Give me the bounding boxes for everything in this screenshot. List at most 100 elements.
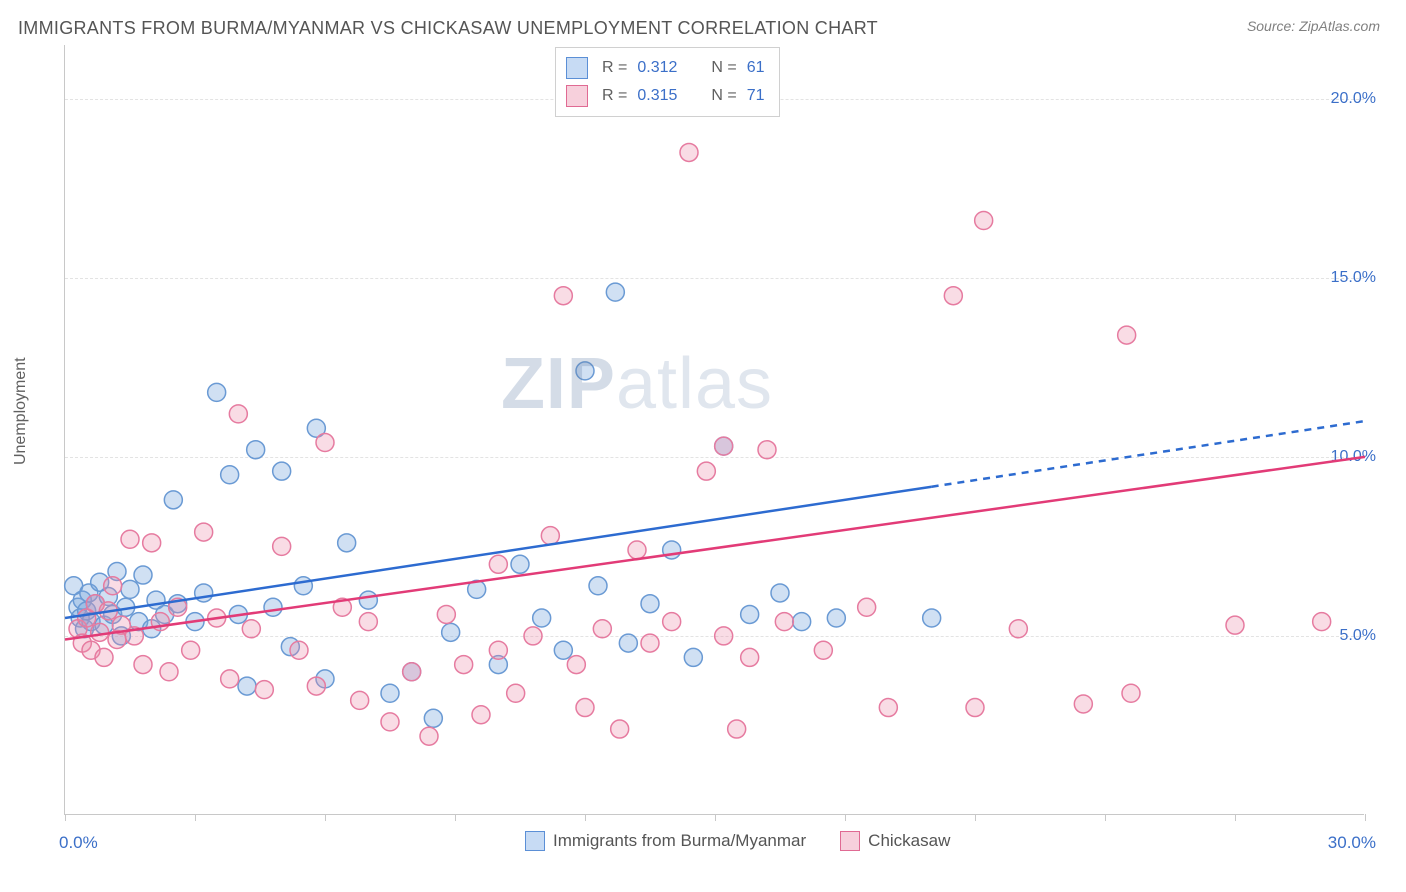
- r-label: R =: [602, 59, 627, 77]
- data-point: [554, 287, 572, 305]
- trendline: [65, 487, 932, 618]
- data-point: [437, 605, 455, 623]
- data-point: [238, 677, 256, 695]
- data-point: [641, 634, 659, 652]
- x-tick: [455, 814, 456, 821]
- data-point: [814, 641, 832, 659]
- data-point: [567, 656, 585, 674]
- r-value: 0.315: [637, 87, 677, 105]
- source-prefix: Source:: [1247, 18, 1299, 34]
- legend-item: Chickasaw: [840, 831, 950, 851]
- data-point: [593, 620, 611, 638]
- data-point: [91, 623, 109, 641]
- legend-swatch: [566, 57, 588, 79]
- data-point: [290, 641, 308, 659]
- data-point: [1122, 684, 1140, 702]
- x-tick: [845, 814, 846, 821]
- plot-svg: [65, 45, 1365, 815]
- data-point: [775, 613, 793, 631]
- data-point: [273, 462, 291, 480]
- data-point: [338, 534, 356, 552]
- data-point: [663, 613, 681, 631]
- legend-item: Immigrants from Burma/Myanmar: [525, 831, 806, 851]
- data-point: [242, 620, 260, 638]
- data-point: [715, 627, 733, 645]
- data-point: [944, 287, 962, 305]
- data-point: [533, 609, 551, 627]
- data-point: [827, 609, 845, 627]
- data-point: [611, 720, 629, 738]
- legend-correlation-row: R = 0.312N = 61: [566, 54, 765, 82]
- data-point: [294, 577, 312, 595]
- data-point: [164, 491, 182, 509]
- data-point: [182, 641, 200, 659]
- data-point: [619, 634, 637, 652]
- data-point: [195, 584, 213, 602]
- data-point: [95, 648, 113, 666]
- data-point: [879, 699, 897, 717]
- data-point: [221, 670, 239, 688]
- data-point: [793, 613, 811, 631]
- data-point: [1074, 695, 1092, 713]
- data-point: [576, 699, 594, 717]
- data-point: [641, 595, 659, 613]
- data-point: [1009, 620, 1027, 638]
- data-point: [221, 466, 239, 484]
- data-point: [1313, 613, 1331, 631]
- data-point: [554, 641, 572, 659]
- data-point: [143, 534, 161, 552]
- data-point: [715, 437, 733, 455]
- data-point: [728, 720, 746, 738]
- data-point: [858, 598, 876, 616]
- legend-item-label: Immigrants from Burma/Myanmar: [553, 831, 806, 851]
- x-tick: [585, 814, 586, 821]
- x-tick: [1235, 814, 1236, 821]
- data-point: [455, 656, 473, 674]
- x-tick: [1105, 814, 1106, 821]
- data-point: [1118, 326, 1136, 344]
- data-point: [628, 541, 646, 559]
- data-point: [758, 441, 776, 459]
- data-point: [121, 530, 139, 548]
- data-point: [741, 648, 759, 666]
- data-point: [589, 577, 607, 595]
- data-point: [316, 434, 334, 452]
- r-label: R =: [602, 87, 627, 105]
- x-start-label: 0.0%: [59, 833, 98, 853]
- data-point: [381, 684, 399, 702]
- source-name: ZipAtlas.com: [1299, 18, 1380, 34]
- data-point: [229, 405, 247, 423]
- data-point: [121, 580, 139, 598]
- data-point: [195, 523, 213, 541]
- data-point: [511, 555, 529, 573]
- data-point: [208, 383, 226, 401]
- x-tick: [1365, 814, 1366, 821]
- data-point: [255, 681, 273, 699]
- legend-swatch: [525, 831, 545, 851]
- legend-correlation: R = 0.312N = 61R = 0.315N = 71: [555, 47, 780, 117]
- data-point: [420, 727, 438, 745]
- data-point: [606, 283, 624, 301]
- x-tick: [715, 814, 716, 821]
- data-point: [359, 591, 377, 609]
- data-point: [697, 462, 715, 480]
- data-point: [923, 609, 941, 627]
- data-point: [576, 362, 594, 380]
- data-point: [442, 623, 460, 641]
- chart-title: IMMIGRANTS FROM BURMA/MYANMAR VS CHICKAS…: [18, 18, 878, 39]
- data-point: [680, 143, 698, 161]
- plot-region: ZIPatlas 5.0%10.0%15.0%20.0%0.0%30.0%R =…: [64, 45, 1364, 815]
- data-point: [403, 663, 421, 681]
- data-point: [975, 211, 993, 229]
- data-point: [424, 709, 442, 727]
- legend-series: Immigrants from Burma/Myanmar Chickasaw: [525, 831, 950, 851]
- data-point: [1226, 616, 1244, 634]
- legend-item-label: Chickasaw: [868, 831, 950, 851]
- data-point: [741, 605, 759, 623]
- data-point: [104, 577, 122, 595]
- x-end-label: 30.0%: [1328, 833, 1376, 853]
- x-tick: [65, 814, 66, 821]
- data-point: [489, 555, 507, 573]
- data-point: [134, 566, 152, 584]
- data-point: [771, 584, 789, 602]
